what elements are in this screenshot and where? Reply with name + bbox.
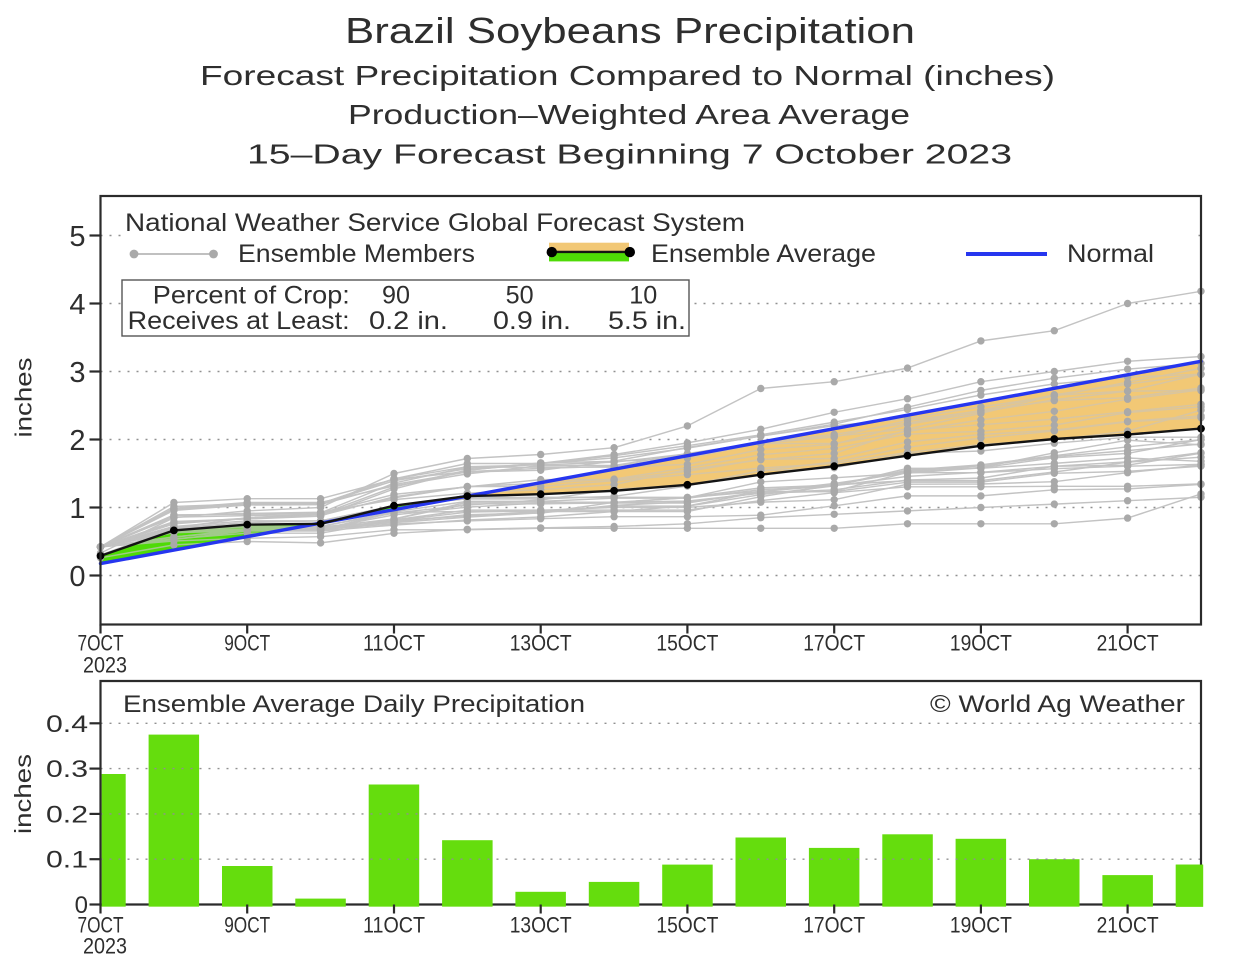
svg-text:17OCT: 17OCT xyxy=(803,913,865,938)
svg-text:0.1: 0.1 xyxy=(46,847,88,874)
svg-text:0.4: 0.4 xyxy=(46,711,88,738)
svg-text:0.3: 0.3 xyxy=(46,756,88,783)
svg-text:19OCT: 19OCT xyxy=(950,913,1012,938)
svg-text:17OCT: 17OCT xyxy=(803,631,865,656)
svg-text:11OCT: 11OCT xyxy=(363,913,425,938)
svg-text:Brazil Soybeans Precipitation: Brazil Soybeans Precipitation xyxy=(345,10,915,51)
svg-text:Receives at Least:: Receives at Least: xyxy=(128,307,350,335)
svg-text:5: 5 xyxy=(69,221,85,253)
svg-text:50: 50 xyxy=(506,282,534,310)
svg-text:Forecast Precipitation Compare: Forecast Precipitation Compared to Norma… xyxy=(200,60,1055,91)
svg-text:2: 2 xyxy=(69,425,85,457)
svg-text:15OCT: 15OCT xyxy=(656,631,718,656)
svg-text:0.2 in.: 0.2 in. xyxy=(369,307,448,335)
svg-text:15–Day Forecast Beginning 7 Oc: 15–Day Forecast Beginning 7 October 2023 xyxy=(247,139,1012,170)
svg-text:2023: 2023 xyxy=(83,653,127,678)
svg-text:Production–Weighted Area Avera: Production–Weighted Area Average xyxy=(348,99,910,130)
svg-text:2023: 2023 xyxy=(83,934,127,959)
svg-text:Ensemble Average: Ensemble Average xyxy=(651,240,876,268)
svg-text:13OCT: 13OCT xyxy=(510,913,572,938)
svg-text:21OCT: 21OCT xyxy=(1097,913,1159,938)
svg-text:9OCT: 9OCT xyxy=(224,631,270,656)
svg-text:0: 0 xyxy=(75,892,88,919)
svg-text:7OCT: 7OCT xyxy=(78,913,124,938)
svg-text:Ensemble Members: Ensemble Members xyxy=(238,240,475,268)
svg-text:© World Ag Weather: © World Ag Weather xyxy=(930,691,1185,718)
svg-text:0.2: 0.2 xyxy=(46,801,88,828)
svg-text:0: 0 xyxy=(69,561,85,593)
svg-text:0.9 in.: 0.9 in. xyxy=(493,307,571,335)
svg-text:21OCT: 21OCT xyxy=(1097,631,1159,656)
svg-text:Ensemble Average Daily Precipi: Ensemble Average Daily Precipitation xyxy=(123,691,585,718)
svg-text:inches: inches xyxy=(11,358,37,438)
svg-text:9OCT: 9OCT xyxy=(224,913,270,938)
svg-text:Percent of Crop:: Percent of Crop: xyxy=(153,282,350,310)
svg-text:19OCT: 19OCT xyxy=(950,631,1012,656)
svg-text:3: 3 xyxy=(69,357,85,389)
svg-text:5.5 in.: 5.5 in. xyxy=(608,307,686,335)
svg-text:10: 10 xyxy=(629,282,657,310)
svg-text:7OCT: 7OCT xyxy=(78,631,124,656)
svg-text:National Weather Service Globa: National Weather Service Global Forecast… xyxy=(125,209,745,237)
svg-text:90: 90 xyxy=(382,282,410,310)
svg-text:inches: inches xyxy=(10,754,36,834)
svg-text:Normal: Normal xyxy=(1067,240,1154,268)
svg-text:13OCT: 13OCT xyxy=(510,631,572,656)
svg-text:11OCT: 11OCT xyxy=(363,631,425,656)
svg-text:15OCT: 15OCT xyxy=(656,913,718,938)
svg-text:1: 1 xyxy=(69,493,85,525)
svg-text:4: 4 xyxy=(69,289,85,321)
